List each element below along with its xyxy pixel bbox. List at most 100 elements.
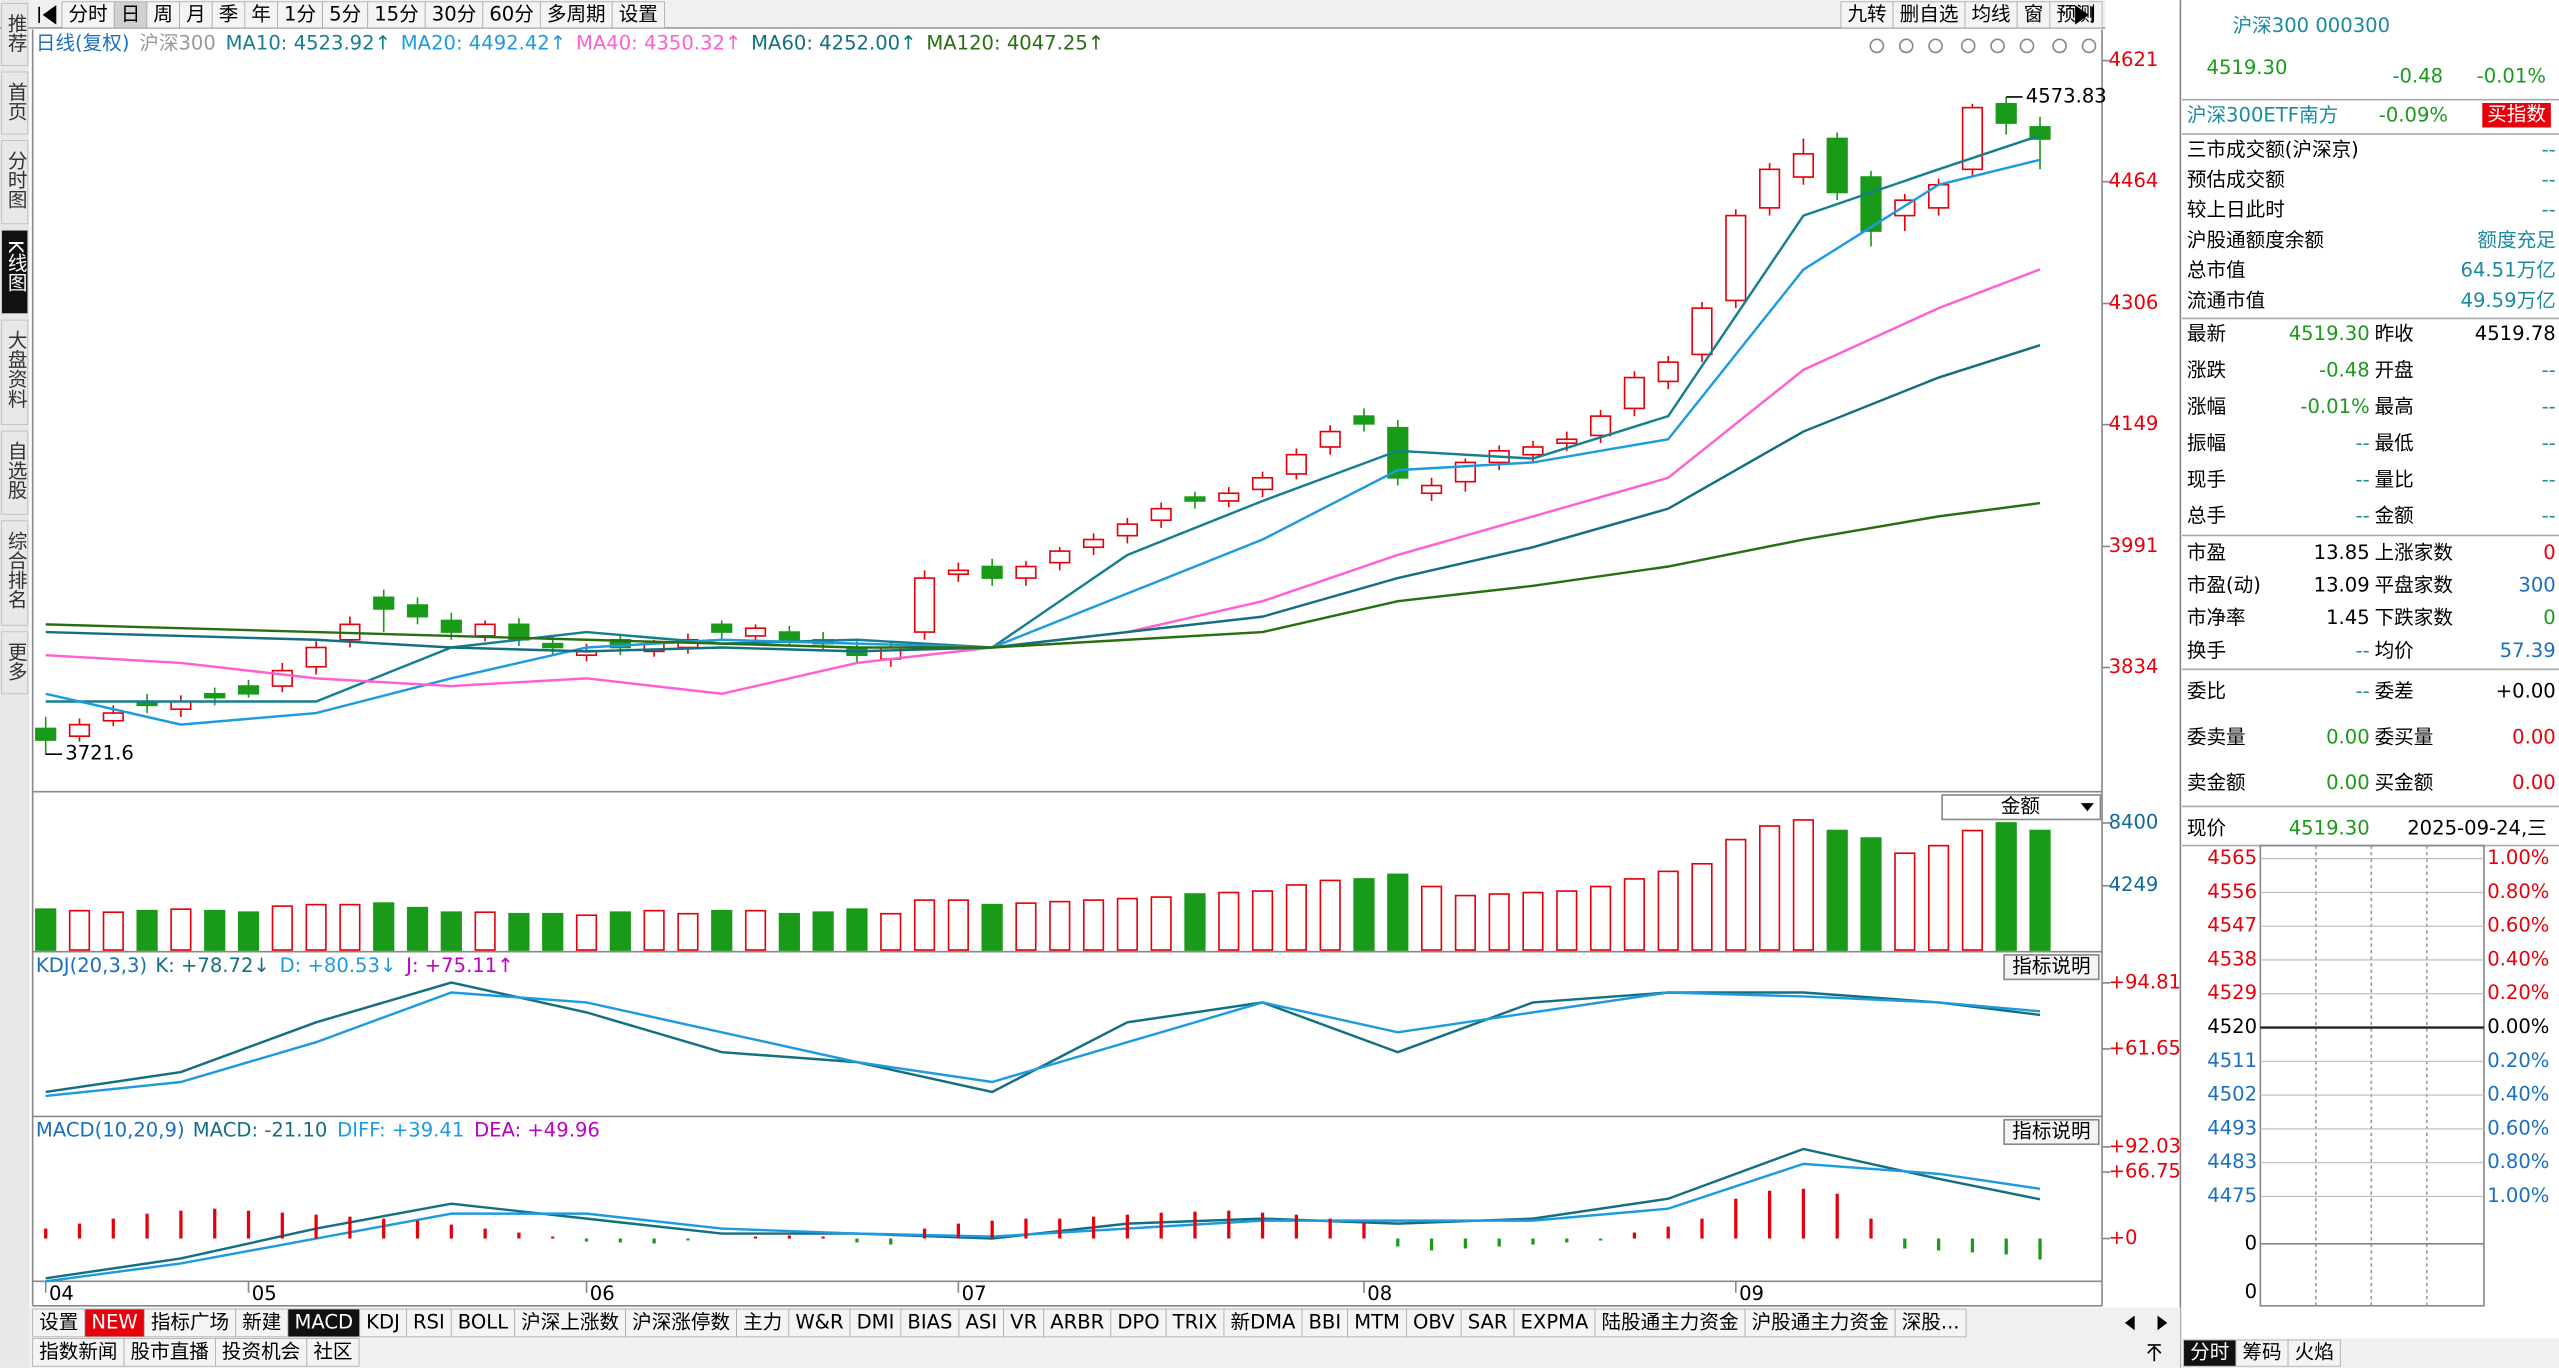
- tab-label[interactable]: 火焰: [2295, 1341, 2334, 1364]
- tab[interactable]: [1513, 1308, 1596, 1338]
- tab-label[interactable]: 60分: [489, 2, 533, 25]
- tab[interactable]: [1003, 1308, 1045, 1338]
- help-button[interactable]: [2003, 1118, 2100, 1146]
- sidebar-label[interactable]: 分时图: [4, 150, 27, 209]
- sidebar-label[interactable]: K线图: [4, 240, 27, 292]
- tab-label[interactable]: 沪深上涨数: [521, 1310, 619, 1333]
- tab-label[interactable]: 15分: [374, 2, 418, 25]
- tab[interactable]: [2235, 1339, 2289, 1367]
- tab-label[interactable]: 社区: [313, 1340, 352, 1363]
- help-button[interactable]: [2003, 954, 2100, 981]
- tab[interactable]: [2016, 1, 2051, 29]
- sidebar-item[interactable]: [1, 71, 29, 135]
- tab-label[interactable]: 指数新闻: [39, 1340, 117, 1363]
- tab-label[interactable]: 股市直播: [131, 1340, 210, 1363]
- tab-label[interactable]: 1分: [284, 2, 316, 25]
- tab[interactable]: [514, 1308, 627, 1338]
- tab[interactable]: [1223, 1308, 1303, 1338]
- sidebar-label[interactable]: 综合排名: [4, 531, 27, 609]
- tab[interactable]: [1840, 1, 1894, 29]
- chart-tool-icon[interactable]: [1990, 38, 2005, 54]
- sidebar-item[interactable]: [1, 319, 29, 425]
- sidebar-item[interactable]: [1, 229, 29, 314]
- tab-label[interactable]: 投资机会: [222, 1340, 300, 1363]
- tab[interactable]: [1594, 1308, 1746, 1338]
- tab[interactable]: [211, 1, 246, 29]
- sidebar-label[interactable]: 首页: [4, 82, 27, 121]
- tab-label[interactable]: 日: [121, 2, 141, 25]
- tab[interactable]: [482, 1, 541, 29]
- tab-label[interactable]: ARBR: [1050, 1310, 1104, 1333]
- sidebar-item[interactable]: [1, 3, 29, 66]
- dropdown-label[interactable]: 金额: [2001, 795, 2041, 818]
- tab-label[interactable]: 九转: [1847, 2, 1886, 25]
- tab[interactable]: [143, 1308, 237, 1338]
- buy-button-label[interactable]: 买指数: [2487, 103, 2546, 126]
- sidebar-item[interactable]: [1, 140, 29, 225]
- tab-label[interactable]: 年: [251, 2, 271, 25]
- tab-label[interactable]: 深股...: [1902, 1310, 1960, 1333]
- tab[interactable]: [406, 1308, 452, 1338]
- buy-button[interactable]: [2482, 103, 2551, 128]
- tab[interactable]: [1892, 1, 1966, 29]
- tab-label[interactable]: 新建: [242, 1310, 281, 1333]
- tab[interactable]: [1347, 1308, 1407, 1338]
- tab-label[interactable]: 主力: [743, 1310, 782, 1333]
- help-button-label[interactable]: 指标说明: [2012, 1119, 2090, 1142]
- tab-label[interactable]: MTM: [1354, 1310, 1400, 1333]
- sidebar-item[interactable]: [1, 520, 29, 626]
- tab-label[interactable]: BIAS: [907, 1310, 952, 1333]
- tab-label[interactable]: DPO: [1117, 1310, 1159, 1333]
- tab[interactable]: [2287, 1339, 2341, 1367]
- chart-tool-icon[interactable]: [2052, 38, 2067, 54]
- tab[interactable]: [146, 1, 180, 29]
- tab-label[interactable]: RSI: [413, 1310, 445, 1333]
- tab[interactable]: [539, 1, 613, 29]
- tab-label[interactable]: 分时: [2190, 1341, 2229, 1364]
- tab-label[interactable]: 指标广场: [151, 1310, 229, 1333]
- tab-label[interactable]: TRIX: [1172, 1310, 1218, 1333]
- chart-tool-icon[interactable]: [1960, 38, 1976, 54]
- tab-label[interactable]: 季: [219, 2, 239, 25]
- tab[interactable]: [306, 1338, 360, 1367]
- tab[interactable]: [424, 1, 484, 29]
- tab[interactable]: [1894, 1308, 1967, 1338]
- tab-label[interactable]: 5分: [329, 2, 361, 25]
- tab[interactable]: [287, 1308, 361, 1338]
- tab-label[interactable]: OBV: [1413, 1310, 1455, 1333]
- chart-tool-icon[interactable]: [1928, 38, 1943, 54]
- sidebar-label[interactable]: 大盘资料: [4, 330, 27, 408]
- chart-tool-icon[interactable]: [2019, 38, 2035, 54]
- tab-label[interactable]: 均线: [1971, 2, 2010, 25]
- tab-label[interactable]: 陆股通主力资金: [1601, 1310, 1738, 1333]
- tab-label[interactable]: BOLL: [458, 1310, 508, 1333]
- tab[interactable]: [179, 1, 213, 29]
- dropdown[interactable]: [1941, 794, 2102, 821]
- tab-label[interactable]: 设置: [39, 1310, 78, 1333]
- tab-label[interactable]: NEW: [91, 1310, 137, 1333]
- tab-label[interactable]: 删自选: [1900, 2, 1959, 25]
- tab[interactable]: [1043, 1308, 1112, 1338]
- sidebar-label[interactable]: 推荐: [4, 13, 27, 53]
- tab-label[interactable]: KDJ: [366, 1310, 400, 1333]
- tab-label[interactable]: 沪股通主力资金: [1752, 1310, 1889, 1333]
- tab-label[interactable]: 筹码: [2242, 1341, 2281, 1364]
- tab[interactable]: [625, 1308, 737, 1338]
- tab-label[interactable]: 分时: [69, 2, 108, 25]
- tab[interactable]: [244, 1, 278, 29]
- tab-label[interactable]: 设置: [619, 2, 658, 25]
- tab-label[interactable]: 月: [186, 2, 206, 25]
- tab-label[interactable]: ASI: [966, 1310, 998, 1333]
- tab[interactable]: [235, 1308, 289, 1338]
- tab[interactable]: [1165, 1308, 1225, 1338]
- help-button-label[interactable]: 指标说明: [2012, 955, 2090, 978]
- tab[interactable]: [1110, 1308, 1167, 1338]
- tab[interactable]: [367, 1, 426, 29]
- sidebar-label[interactable]: 自选股: [4, 441, 27, 500]
- tab-label[interactable]: DMI: [857, 1310, 895, 1333]
- tab[interactable]: [788, 1308, 851, 1338]
- tab-label[interactable]: 窗: [2024, 2, 2044, 25]
- tab-label[interactable]: 新DMA: [1230, 1310, 1296, 1333]
- tab-label[interactable]: 沪深涨停数: [632, 1310, 730, 1333]
- tab[interactable]: [322, 1, 369, 29]
